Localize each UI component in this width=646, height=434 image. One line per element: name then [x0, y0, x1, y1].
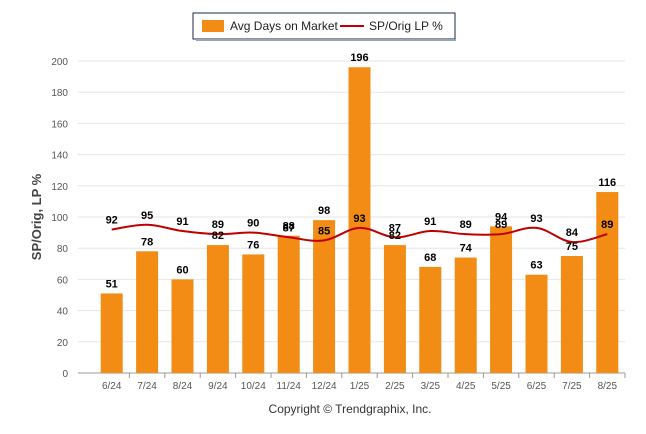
bar: [277, 235, 300, 373]
line-value-label: 93: [353, 213, 365, 225]
line-path: [111, 223, 608, 244]
y-tick-label: 0: [62, 369, 68, 380]
y-tick-label: 60: [57, 275, 69, 286]
line-value-label: 89: [601, 219, 613, 231]
line-value-label: 91: [176, 216, 188, 228]
y-tick-label: 120: [51, 182, 68, 193]
bar-value-label: 98: [318, 205, 330, 217]
bar-value-label: 75: [566, 241, 578, 253]
bar: [419, 266, 442, 373]
bar-value-label: 82: [389, 230, 401, 242]
bar: [454, 257, 477, 373]
bar-series: [100, 67, 619, 374]
bar-value-label: 82: [212, 230, 224, 242]
x-tick-label: 8/25: [598, 381, 618, 392]
bar-value-label: 60: [176, 264, 188, 276]
y-tick-label: 160: [51, 119, 68, 130]
legend-line-label: SP/Orig LP %: [369, 19, 443, 33]
line-series: [111, 223, 608, 244]
x-tick-label: 8/24: [173, 381, 193, 392]
bar-value-label: 78: [141, 236, 153, 248]
x-tick-label: 6/24: [102, 381, 122, 392]
y-tick-label: 20: [57, 338, 69, 349]
line-value-label: 95: [141, 210, 153, 222]
x-tick-label: 10/24: [241, 381, 266, 392]
y-tick-label: 100: [51, 213, 68, 224]
legend-bar-swatch: [202, 20, 224, 32]
legend: Avg Days on Market SP/Orig LP %: [192, 12, 456, 41]
x-tick-label: 9/24: [208, 381, 228, 392]
line-value-label: 89: [495, 219, 507, 231]
y-axis-ticks: 0 20 40 60 80 100 120 140 160 180 200: [51, 57, 68, 380]
x-tick-label: 6/25: [527, 381, 547, 392]
y-tick-label: 140: [51, 151, 68, 162]
line-value-label: 89: [460, 219, 472, 231]
copyright: Copyright © Trendgraphix, Inc.: [269, 402, 432, 416]
bar-value-label: 94: [495, 211, 508, 223]
bar: [136, 251, 159, 373]
legend-box: [192, 12, 456, 40]
x-tick-label: 4/25: [456, 381, 476, 392]
bar: [242, 254, 265, 373]
y-tick-label: 180: [51, 88, 68, 99]
bar: [560, 256, 583, 373]
bar: [348, 67, 371, 374]
data-labels: 51 78 60 82 76 88 98 196 82 68 74 94 63 75 116 92 95 91 89…: [106, 52, 617, 290]
x-tick-label: 5/25: [491, 381, 511, 392]
line-value-label: 84: [566, 227, 579, 239]
line-value-label: 90: [247, 218, 259, 230]
x-axis-ticks: 6/24 7/24 8/24 9/24 10/24 11/24 12/24 1/25 2/25 3…: [102, 373, 626, 392]
y-tick-label: 40: [57, 307, 69, 318]
line-value-label: 93: [530, 213, 542, 225]
bar: [490, 226, 513, 373]
x-tick-label: 7/25: [562, 381, 582, 392]
bar: [383, 245, 406, 373]
line-value-label: 89: [212, 219, 224, 231]
line-value-label: 87: [389, 222, 401, 234]
bar: [206, 245, 229, 373]
bar-value-label: 51: [106, 278, 118, 290]
bar-value-label: 68: [424, 252, 436, 264]
legend-bar-label: Avg Days on Market: [230, 19, 338, 33]
x-tick-label: 12/24: [312, 381, 337, 392]
y-axis-title: SP/Orig, LP %: [29, 173, 44, 260]
bar-value-label: 116: [598, 177, 616, 189]
line-value-label: 91: [424, 216, 436, 228]
bar-value-label: 74: [460, 243, 473, 255]
bar-value-label: 76: [247, 239, 259, 251]
bar: [171, 279, 194, 373]
line-value-label: 87: [283, 222, 295, 234]
bar-value-label: 196: [350, 52, 368, 64]
x-tick-label: 7/24: [137, 381, 157, 392]
y-tick-label: 200: [51, 57, 68, 68]
x-tick-label: 11/24: [277, 381, 302, 392]
bar-value-label: 88: [283, 221, 295, 233]
x-tick-label: 2/25: [385, 381, 405, 392]
bar-value-label: 63: [530, 260, 542, 272]
bar: [100, 293, 123, 373]
bar: [596, 192, 619, 373]
line-value-label: 92: [106, 214, 118, 226]
line-value-label: 85: [318, 225, 330, 237]
x-tick-label: 1/25: [350, 381, 370, 392]
x-tick-label: 3/25: [421, 381, 441, 392]
y-tick-label: 80: [57, 244, 69, 255]
bar: [525, 274, 548, 373]
bar: [313, 220, 336, 373]
